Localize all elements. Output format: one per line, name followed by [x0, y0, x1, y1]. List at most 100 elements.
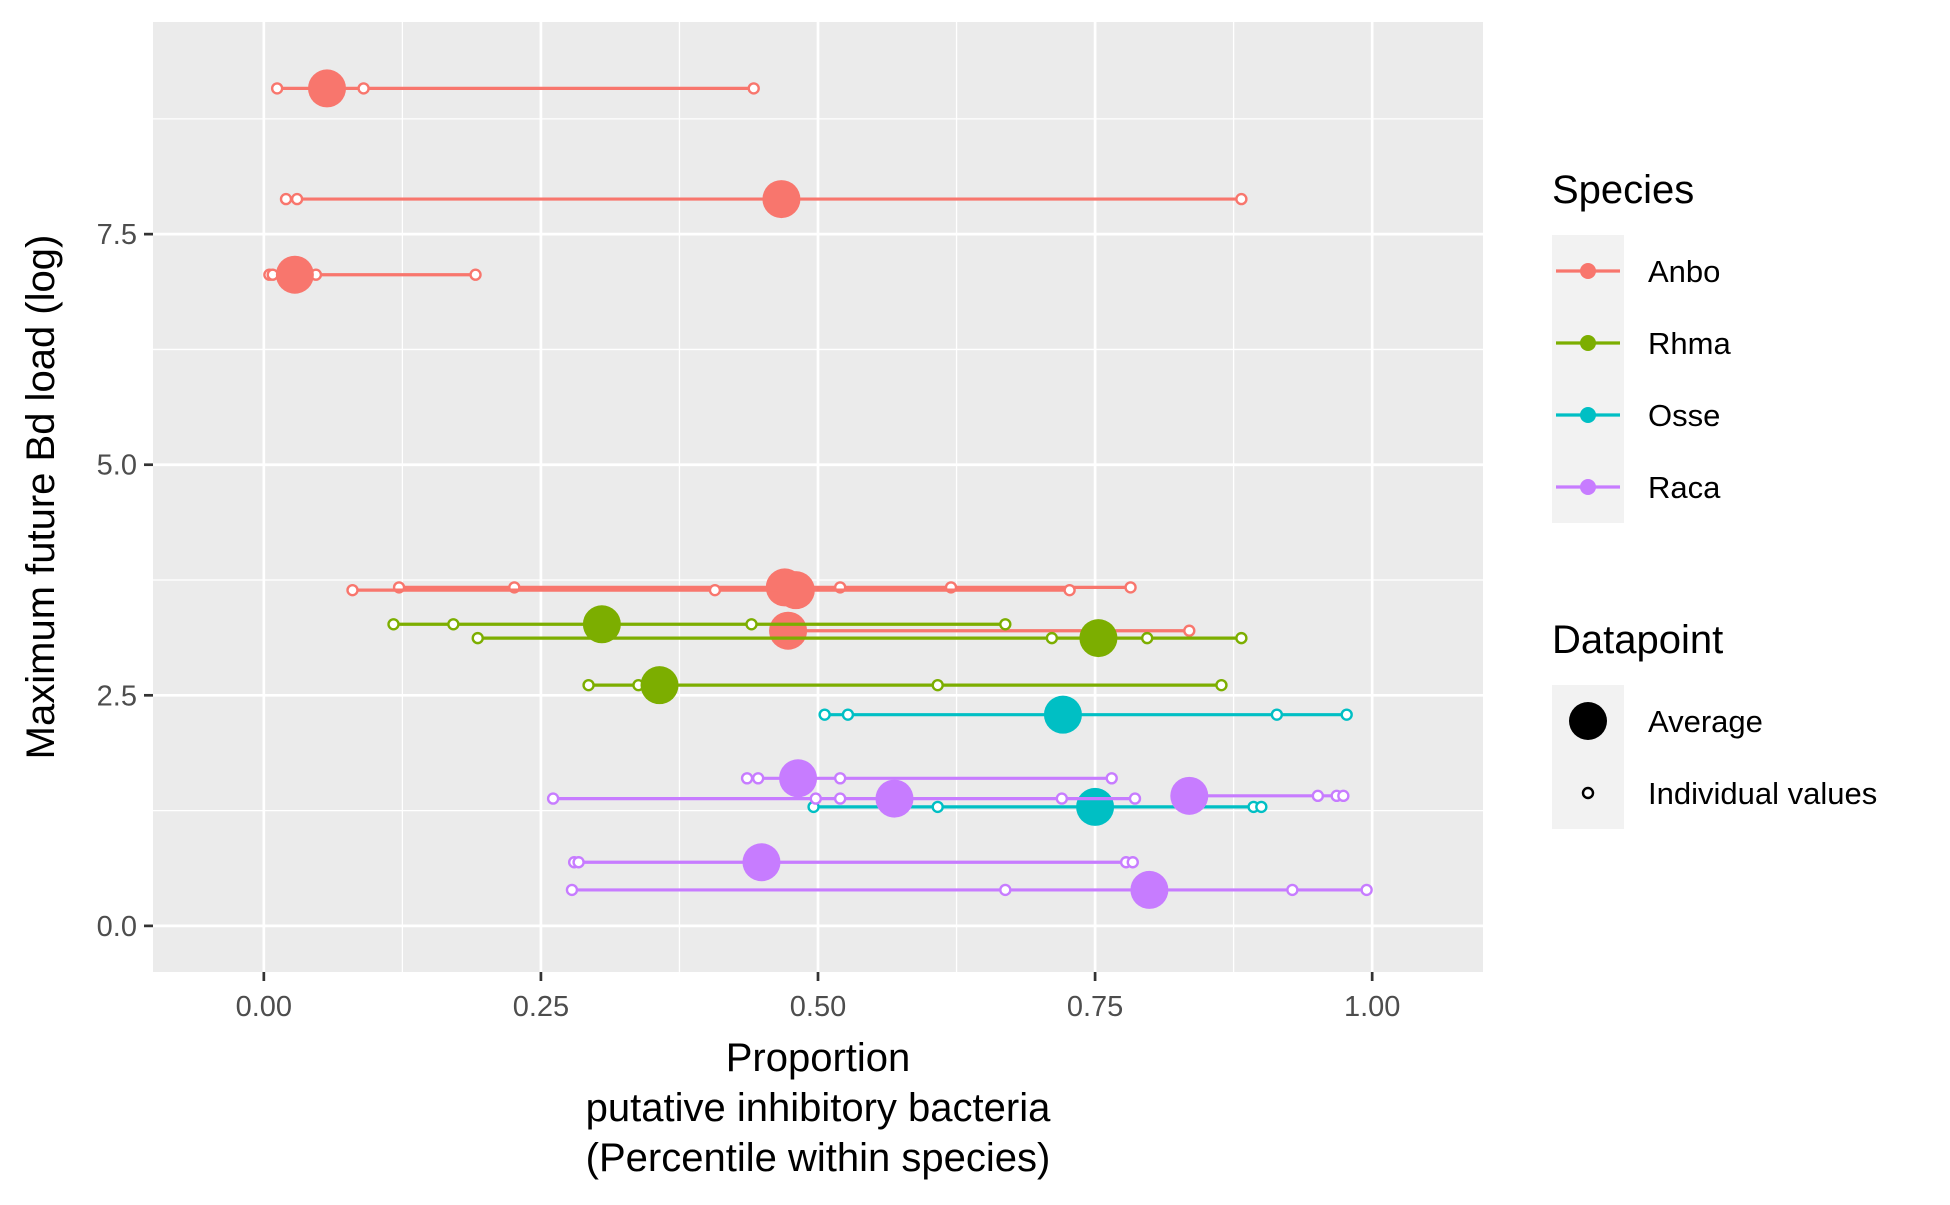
individual-point [357, 82, 370, 95]
individual-point [931, 800, 944, 814]
average-point [1043, 695, 1082, 734]
axes: 0.00 0.25 0.50 0.75 1.00 0.0 2.5 5.0 7.5 [97, 219, 1401, 1023]
individual-point [1183, 624, 1196, 637]
legend-label-anbo: Anbo [1648, 254, 1720, 289]
individual-point [833, 772, 847, 785]
average-point [275, 255, 314, 294]
x-axis-title-line-1: Proportion [726, 1036, 911, 1080]
individual-point [346, 583, 359, 597]
individual-point [818, 708, 831, 721]
individual-point [1128, 792, 1142, 805]
individual-point [708, 583, 722, 597]
legend-key-point [1580, 263, 1596, 279]
individual-point [387, 618, 400, 631]
legend-key-point [1580, 479, 1596, 495]
individual-point [1337, 789, 1350, 803]
legend-title-datapoint: Datapoint [1552, 618, 1723, 662]
x-tick-label: 0.25 [513, 991, 569, 1023]
individual-point [1215, 678, 1228, 692]
y-tick-label: 5.0 [97, 450, 137, 482]
average-point [1076, 787, 1115, 826]
individual-point [1311, 789, 1325, 803]
individual-point [1126, 856, 1139, 869]
legend: Species Anbo Rhma Osse Raca Datapoint Avera… [1552, 168, 1877, 829]
legend-label-rhma: Rhma [1648, 326, 1731, 361]
average-point [640, 666, 679, 705]
legend-label-osse: Osse [1648, 398, 1720, 433]
x-axis-title-line-3: (Percentile within species) [586, 1136, 1051, 1180]
individual-point [1140, 631, 1154, 645]
average-point [769, 611, 808, 650]
individual-point [546, 792, 560, 805]
individual-point [931, 678, 944, 692]
x-tick-label: 1.00 [1344, 991, 1400, 1023]
average-point [308, 69, 347, 108]
individual-point [1124, 581, 1137, 594]
individual-point [1255, 800, 1268, 814]
y-tick-label: 2.5 [97, 680, 137, 712]
individual-point [841, 708, 855, 721]
individual-point [290, 192, 304, 206]
individual-point [833, 792, 847, 805]
individual-point [751, 772, 765, 785]
average-point [762, 180, 801, 219]
y-axis-title: Maximum future Bd load (log) [19, 235, 63, 760]
individual-point [1105, 772, 1118, 785]
individual-point [469, 268, 482, 281]
legend-datapoint-items: Average Individual values [1552, 685, 1877, 829]
individual-point [1360, 883, 1373, 897]
legend-title-species: Species [1552, 168, 1694, 212]
legend-key-point [1580, 407, 1596, 423]
x-tick-label: 0.75 [1067, 991, 1123, 1023]
individual-point [1235, 631, 1248, 645]
legend-species-items: Anbo Rhma Osse Raca [1552, 235, 1731, 523]
individual-point [1045, 631, 1059, 645]
average-point [875, 779, 914, 818]
x-tick-label: 0.00 [236, 991, 292, 1023]
series-raca [546, 759, 1373, 909]
individual-point [747, 82, 760, 95]
data-layer [263, 69, 1373, 909]
individual-point [1063, 583, 1076, 597]
average-point [582, 605, 621, 644]
grid-lines [153, 22, 1483, 972]
individual-point [270, 82, 284, 95]
legend-label-raca: Raca [1648, 470, 1721, 505]
individual-point [471, 631, 484, 645]
individual-point [1270, 708, 1284, 721]
average-point [742, 843, 781, 882]
y-tick-label: 0.0 [97, 911, 137, 943]
average-point [1130, 870, 1169, 909]
individual-point [447, 618, 460, 631]
individual-point [745, 618, 758, 631]
average-point [1079, 619, 1118, 658]
individual-point [1340, 708, 1353, 721]
individual-point [1055, 792, 1069, 805]
legend-species-key-background [1552, 235, 1624, 523]
legend-label-average: Average [1648, 704, 1763, 739]
average-point [779, 759, 818, 798]
individual-point [740, 772, 754, 785]
individual-point [279, 192, 293, 206]
legend-label-individual: Individual values [1648, 776, 1877, 811]
x-tick-label: 0.50 [790, 991, 846, 1023]
x-axis-title-line-2: putative inhibitory bacteria [586, 1086, 1051, 1130]
individual-point [999, 618, 1012, 631]
individual-point [582, 678, 595, 692]
legend-key-point [1580, 335, 1596, 351]
individual-point [572, 856, 585, 869]
individual-point [999, 883, 1012, 897]
series-anbo [263, 69, 1248, 650]
individual-point [1286, 883, 1299, 897]
individual-point [565, 883, 579, 897]
series-rhma [387, 605, 1248, 705]
y-tick-label: 7.5 [97, 219, 137, 251]
legend-average-key [1569, 702, 1607, 740]
legend-individual-key [1581, 786, 1595, 800]
individual-point [809, 792, 822, 805]
individual-point [1235, 192, 1248, 206]
average-point [1170, 776, 1209, 815]
average-point [776, 571, 815, 610]
